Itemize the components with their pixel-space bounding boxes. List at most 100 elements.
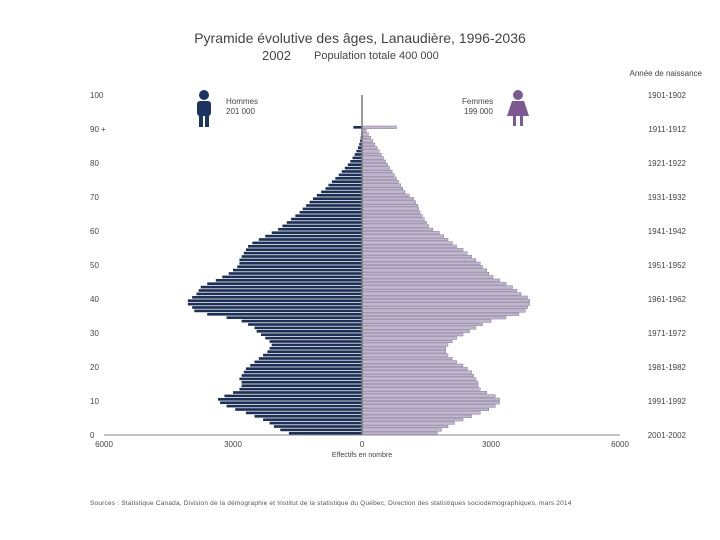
bar-women-age-38 — [361, 302, 530, 306]
bar-men-age-58 — [265, 234, 362, 238]
bar-men-age-10 — [217, 397, 362, 401]
bar-women-age-20 — [361, 363, 464, 367]
bar-women-age-69 — [361, 197, 414, 201]
bar-men-age-83 — [356, 149, 362, 153]
birth-year-label: 1961-1962 — [648, 295, 687, 304]
bar-men-age-75 — [335, 176, 362, 180]
bar-women-age-39 — [361, 299, 530, 303]
bar-men-age-44 — [207, 282, 362, 286]
bar-women-age-24 — [361, 350, 447, 354]
bar-men-age-3 — [269, 421, 362, 425]
bar-men-age-4 — [263, 418, 362, 422]
bar-men-age-64 — [295, 214, 362, 218]
bar-men-age-42 — [198, 289, 362, 292]
bar-women-age-90 — [361, 125, 397, 129]
bar-men-age-90 — [353, 125, 362, 129]
woman-icon — [507, 90, 529, 126]
bar-women-age-60 — [361, 227, 434, 231]
bar-women-age-26 — [361, 343, 449, 347]
x-tick-label: 6000 — [95, 440, 113, 449]
bar-men-age-35 — [207, 312, 362, 316]
bar-men-age-32 — [248, 323, 362, 326]
bar-men-age-43 — [200, 285, 362, 289]
women-label: Femmes — [462, 97, 494, 106]
bar-men-age-36 — [194, 309, 362, 313]
birth-year-label: 1911-1912 — [648, 125, 686, 134]
bar-men-age-53 — [243, 251, 362, 255]
bar-men-age-5 — [254, 414, 362, 418]
bar-women-age-33 — [361, 319, 492, 323]
bar-women-age-84 — [361, 146, 378, 150]
bar-women-age-30 — [361, 329, 470, 333]
y-tick-label-top: 100 — [90, 91, 104, 100]
bar-women-age-76 — [361, 173, 395, 177]
bar-men-age-73 — [328, 183, 362, 187]
bar-men-age-6 — [245, 411, 362, 415]
bar-men-age-51 — [239, 258, 362, 262]
bar-women-age-5 — [361, 414, 472, 418]
bar-women-age-18 — [361, 370, 472, 374]
bar-men-age-21 — [254, 360, 362, 364]
men-total: 201 000 — [226, 107, 255, 116]
bar-women-age-32 — [361, 322, 483, 327]
bar-men-age-38 — [187, 302, 362, 306]
bar-men-age-72 — [325, 187, 362, 190]
birth-year-label: 1991-1992 — [648, 397, 687, 406]
bar-men-age-39 — [187, 299, 362, 303]
bar-men-age-9 — [220, 401, 362, 405]
bar-women-age-44 — [361, 282, 507, 286]
bar-women-age-8 — [361, 404, 496, 408]
bar-women-age-50 — [361, 261, 481, 265]
birth-year-label: 1921-1922 — [648, 159, 687, 168]
bar-women-age-82 — [361, 152, 382, 157]
bar-men-age-63 — [291, 217, 362, 221]
man-icon — [197, 90, 211, 127]
bar-women-age-71 — [361, 190, 406, 194]
bar-women-age-12 — [361, 390, 487, 395]
y-tick-label: 90 + — [90, 125, 106, 134]
bar-women-age-81 — [361, 156, 384, 160]
chart-title: Pyramide évolutive des âges, Lanaudière,… — [194, 30, 526, 46]
bar-women-age-64 — [361, 214, 423, 218]
bar-men-age-26 — [271, 343, 362, 347]
bar-men-age-76 — [338, 173, 362, 177]
bar-men-age-61 — [282, 224, 362, 228]
bar-women-age-2 — [361, 424, 449, 429]
bar-men-age-48 — [233, 268, 362, 272]
bar-women-age-45 — [361, 278, 500, 282]
bar-women-age-36 — [361, 309, 526, 313]
bar-women-age-22 — [361, 356, 453, 361]
bar-women-age-4 — [361, 418, 464, 422]
bar-women-age-15 — [361, 380, 479, 384]
bar-women-age-62 — [361, 220, 427, 225]
x-tick-label: 0 — [360, 440, 365, 449]
bar-women-age-27 — [361, 339, 453, 344]
bar-women-age-86 — [361, 139, 373, 143]
chart-year: 2002 — [262, 48, 291, 63]
bar-men-age-55 — [248, 244, 362, 248]
bar-men-age-15 — [241, 380, 362, 384]
bar-women-age-43 — [361, 285, 513, 289]
bar-men-age-22 — [258, 357, 362, 360]
bar-women-age-87 — [361, 135, 371, 140]
bar-women-age-34 — [361, 316, 507, 320]
bar-men-age-85 — [359, 142, 362, 146]
women-total: 199 000 — [464, 107, 493, 116]
bar-women-age-65 — [361, 210, 421, 214]
bar-men-age-77 — [341, 170, 362, 173]
bar-men-age-25 — [269, 346, 362, 350]
bar-men-age-79 — [347, 163, 362, 167]
source-note: Sources : Statistique Canada, Division d… — [90, 500, 572, 507]
birth-year-label: 1941-1942 — [648, 227, 687, 236]
total-population: Population totale 400 000 — [314, 50, 439, 62]
bar-men-age-74 — [331, 180, 362, 184]
y-tick-label: 80 — [90, 159, 99, 168]
bar-men-age-82 — [354, 153, 362, 156]
bar-men-age-28 — [265, 336, 362, 340]
bar-women-age-9 — [361, 401, 500, 405]
men-label: Hommes — [226, 97, 259, 106]
y-tick-label: 40 — [90, 295, 99, 304]
bar-women-age-7 — [361, 407, 490, 412]
bar-men-age-1 — [280, 428, 362, 432]
bar-women-age-53 — [361, 251, 468, 255]
